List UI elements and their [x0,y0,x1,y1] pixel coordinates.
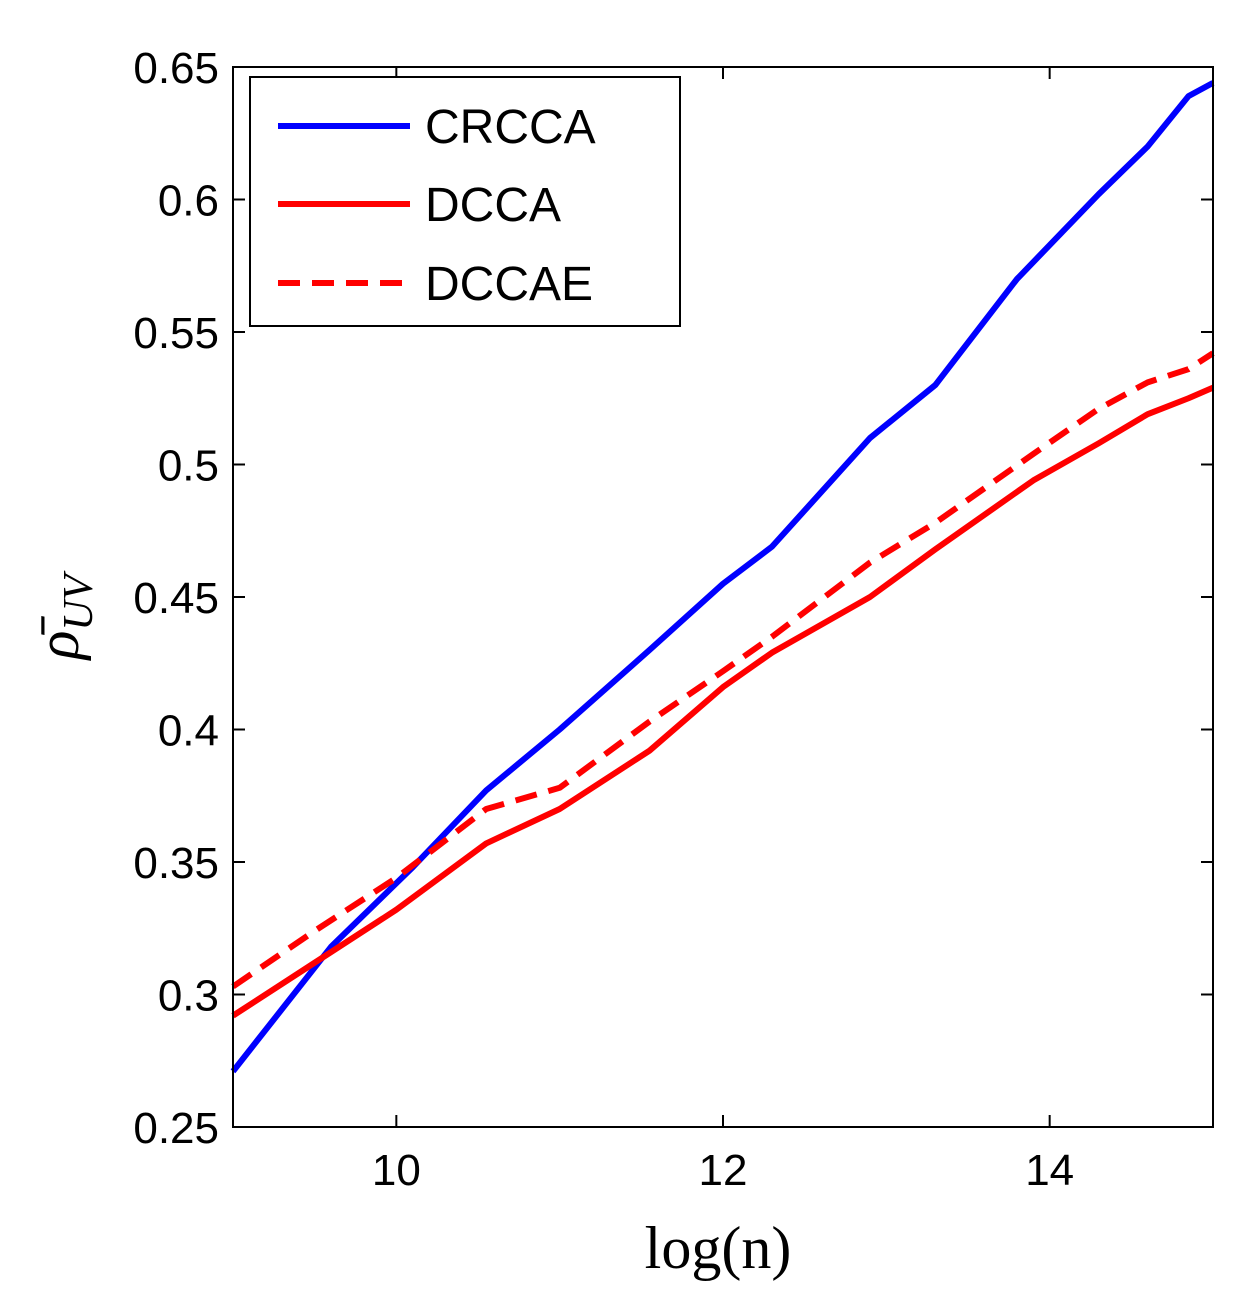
series-line-dcca [231,384,1215,1019]
y-tick-label: 0.65 [133,44,219,93]
y-tick-label: 0.3 [158,972,219,1021]
series-line-dccae [231,350,1215,990]
y-axis-title-sub: UV [56,570,102,630]
y-axis-title: ρ̄UV [25,570,102,661]
legend: CRCCA DCCA DCCAE [249,76,681,327]
y-tick-label: 0.35 [133,839,219,888]
y-tick-label: 0.6 [158,177,219,226]
y-tick-label: 0.4 [158,707,219,756]
x-tick-label: 14 [1025,1146,1074,1195]
series-line-crcca [230,80,1215,1074]
legend-label-dcca: DCCA [425,179,561,232]
y-tick-label: 0.45 [133,574,219,623]
x-axis-title: log(n) [645,1215,792,1281]
x-tick-label: 12 [699,1146,748,1195]
y-tick-label: 0.25 [133,1104,219,1153]
svg-text:ρ̄UV: ρ̄UV [25,570,102,661]
series-layer [230,80,1215,1074]
y-tick-label: 0.5 [158,442,219,491]
legend-label-dccae: DCCAE [425,258,593,311]
x-tick-label: 10 [372,1146,421,1195]
legend-label-crcca: CRCCA [425,101,596,154]
y-tick-label: 0.55 [133,309,219,358]
ticks-layer: 10 12 14 0.25 0.3 0.35 0.4 0.45 0.5 0.55 0.6 0.65 [133,44,1213,1195]
